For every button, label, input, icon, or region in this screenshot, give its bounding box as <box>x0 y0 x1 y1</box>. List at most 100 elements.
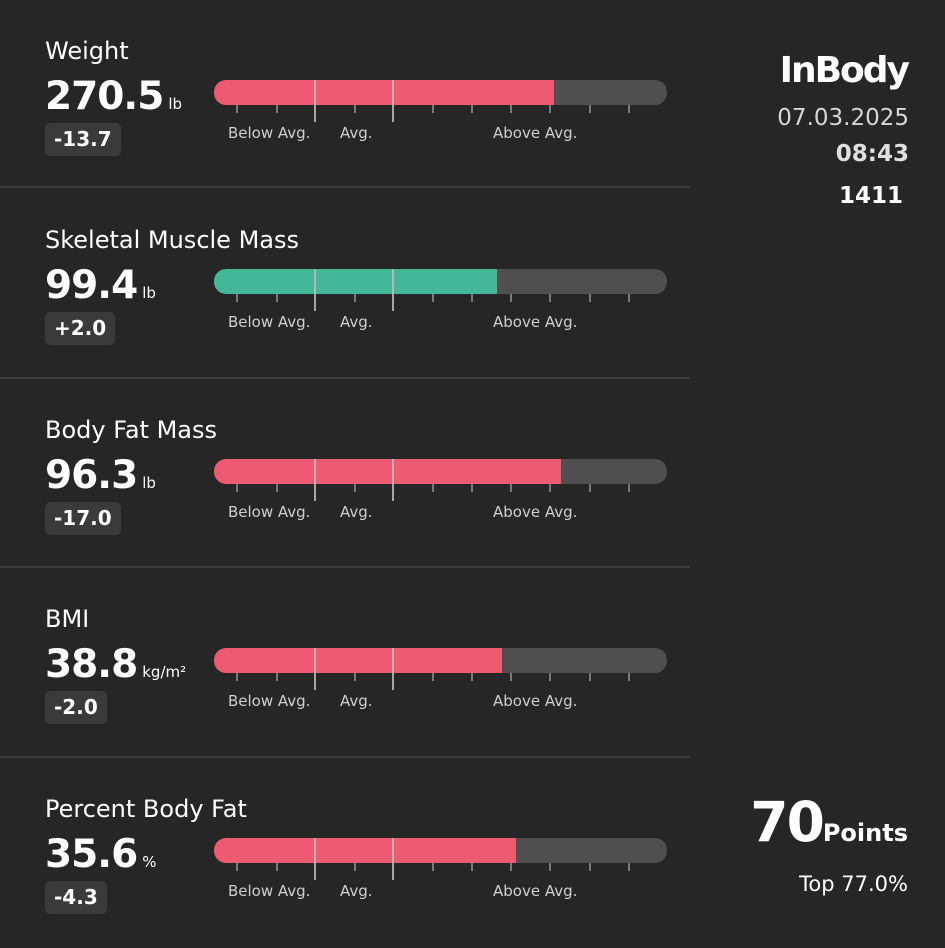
metric-bmi: BMI 38.8 kg/m² -2.0 Below Avg. Avg. Above… <box>0 568 690 758</box>
scale-tick <box>432 484 434 492</box>
scale-tick <box>549 863 551 871</box>
metric-value: 35.6% <box>45 832 157 877</box>
average-range-marker <box>314 269 316 311</box>
avg-label: Avg. <box>340 692 373 710</box>
metric-value: 96.3 lb <box>45 453 156 498</box>
above-avg-label: Above Avg. <box>493 313 578 331</box>
scale-tick <box>510 105 512 113</box>
scale-tick <box>276 294 278 302</box>
average-range-marker <box>314 80 316 122</box>
test-code: 1411 <box>838 183 903 209</box>
scale-tick <box>236 294 238 302</box>
scale-tick <box>236 105 238 113</box>
average-range-marker <box>392 459 394 501</box>
scale-tick <box>354 294 356 302</box>
metric-bar <box>214 838 667 863</box>
metric-bar <box>214 459 667 484</box>
scale-tick <box>471 484 473 492</box>
scale-tick <box>628 105 630 113</box>
metric-unit: kg/m² <box>142 663 187 681</box>
scale-tick <box>589 863 591 871</box>
metric-bar-fill <box>214 648 502 673</box>
average-range-marker <box>314 459 316 501</box>
scale-tick <box>432 863 434 871</box>
scale-tick <box>276 863 278 871</box>
metric-unit: lb <box>168 95 183 113</box>
scale-tick <box>628 294 630 302</box>
scale-tick <box>471 294 473 302</box>
average-range-marker <box>314 648 316 690</box>
metric-title: Skeletal Muscle Mass <box>45 226 299 254</box>
scale-tick <box>276 673 278 681</box>
below-avg-label: Below Avg. <box>228 503 311 521</box>
metric-delta-badge: -17.0 <box>45 502 121 535</box>
test-time: 08:43 <box>835 141 909 167</box>
scale-tick <box>549 294 551 302</box>
inbody-score: 70Points <box>750 790 908 854</box>
metric-delta-badge: +2.0 <box>45 312 116 345</box>
metric-value: 270.5 lb <box>45 74 183 119</box>
metric-bar-fill <box>214 80 554 105</box>
metric-value: 38.8 kg/m² <box>45 642 187 687</box>
scale-tick <box>471 863 473 871</box>
below-avg-label: Below Avg. <box>228 313 311 331</box>
test-date: 07.03.2025 <box>777 105 909 131</box>
scale-tick <box>276 105 278 113</box>
scale-tick <box>471 105 473 113</box>
scale-tick <box>276 484 278 492</box>
scale-tick <box>354 673 356 681</box>
below-avg-label: Below Avg. <box>228 882 311 900</box>
scale-tick <box>354 105 356 113</box>
metric-title: Body Fat Mass <box>45 416 217 444</box>
row-divider <box>0 566 690 568</box>
scale-tick <box>236 863 238 871</box>
scale-tick <box>549 673 551 681</box>
average-range-marker <box>392 269 394 311</box>
scale-tick <box>510 294 512 302</box>
below-avg-label: Below Avg. <box>228 124 311 142</box>
metric-weight: Weight 270.5 lb -13.7 Below Avg. Avg. Abo… <box>0 0 690 190</box>
avg-label: Avg. <box>340 313 373 331</box>
metric-percent-body-fat: Percent Body Fat 35.6% -4.3 Below Avg. A… <box>0 758 690 948</box>
metric-delta-badge: -4.3 <box>45 881 107 914</box>
metric-unit: lb <box>142 284 156 302</box>
above-avg-label: Above Avg. <box>493 692 578 710</box>
scale-tick <box>589 673 591 681</box>
avg-label: Avg. <box>340 503 373 521</box>
metric-unit: lb <box>142 474 156 492</box>
score-rank: Top 77.0% <box>799 872 908 896</box>
metric-title: Percent Body Fat <box>45 795 247 823</box>
row-divider <box>0 377 690 379</box>
scale-tick <box>236 673 238 681</box>
inbody-logo: InBody <box>779 50 910 91</box>
scale-tick <box>589 105 591 113</box>
metric-bar <box>214 648 667 673</box>
metric-bar-fill <box>214 269 497 294</box>
metric-value: 99.4 lb <box>45 263 156 308</box>
scale-tick <box>354 863 356 871</box>
metric-unit: % <box>142 853 157 871</box>
average-range-marker <box>392 648 394 690</box>
metric-bar <box>214 269 667 294</box>
scale-tick <box>510 484 512 492</box>
metric-delta-badge: -13.7 <box>45 123 121 156</box>
average-range-marker <box>314 838 316 880</box>
below-avg-label: Below Avg. <box>228 692 311 710</box>
scale-tick <box>236 484 238 492</box>
row-divider <box>0 756 690 758</box>
average-range-marker <box>392 80 394 122</box>
metric-delta-badge: -2.0 <box>45 691 107 724</box>
metric-title: Weight <box>45 37 129 65</box>
scale-tick <box>549 484 551 492</box>
metric-title: BMI <box>45 605 90 633</box>
above-avg-label: Above Avg. <box>493 882 578 900</box>
scale-tick <box>628 484 630 492</box>
metric-body-fat-mass: Body Fat Mass 96.3 lb -17.0 Below Avg. Av… <box>0 379 690 569</box>
scale-tick <box>432 105 434 113</box>
metric-bar <box>214 80 667 105</box>
score-value: 70 <box>750 790 825 854</box>
avg-label: Avg. <box>340 124 373 142</box>
scale-tick <box>471 673 473 681</box>
scale-tick <box>549 105 551 113</box>
scale-tick <box>589 294 591 302</box>
